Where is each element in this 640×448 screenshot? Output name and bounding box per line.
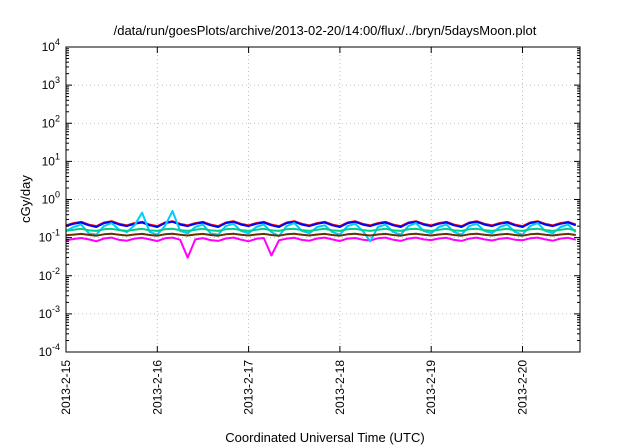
x-tick-label: 2013-2-17	[242, 360, 256, 415]
y-tick-label: 101	[42, 151, 60, 168]
x-tick-label: 2013-2-19	[424, 360, 438, 415]
series-line-0	[65, 236, 577, 259]
y-tick-label: 10-3	[39, 304, 60, 321]
ticks	[65, 46, 580, 353]
x-tick-labels: 2013-2-15 2013-2-16 2013-2-17 2013-2-18 2013…	[59, 360, 530, 415]
x-tick-label: 2013-2-18	[333, 360, 347, 415]
y-tick-label: 10-4	[39, 342, 60, 359]
x-tick-label: 2013-2-20	[516, 360, 530, 415]
x-tick-label: 2013-2-16	[150, 360, 164, 415]
series-line-2	[65, 220, 577, 228]
series-line-3	[65, 210, 577, 243]
grid	[66, 47, 580, 352]
x-axis-label: Coordinated Universal Time (UTC)	[225, 430, 424, 445]
y-tick-label: 100	[42, 190, 60, 207]
x-tick-label: 2013-2-15	[59, 360, 73, 415]
series-line-4	[65, 227, 577, 232]
y-tick-labels: 10-4 10-3 10-2 10-1 100 101 102 103 104	[39, 37, 60, 359]
series-group	[65, 210, 577, 259]
y-tick-label: 10-1	[39, 228, 60, 245]
y-tick-label: 10-2	[39, 266, 60, 283]
chart-title: /data/run/goesPlots/archive/2013-02-20/1…	[114, 23, 537, 38]
y-tick-label: 104	[42, 37, 60, 54]
y-tick-label: 103	[42, 75, 60, 92]
y-axis-label: cGy/day	[18, 175, 33, 223]
series-line-5	[65, 232, 576, 237]
y-tick-label: 102	[42, 113, 60, 130]
